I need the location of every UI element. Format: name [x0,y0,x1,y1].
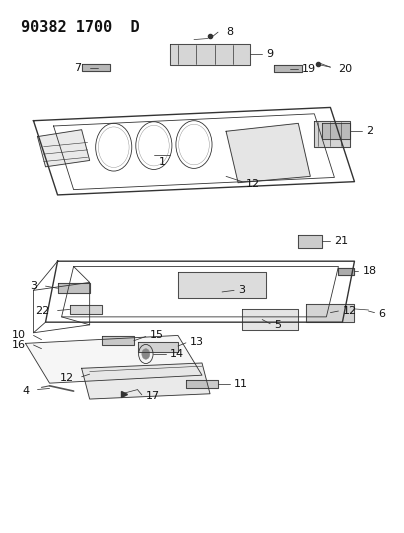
Text: 3: 3 [30,281,38,291]
Text: 13: 13 [190,337,204,347]
Text: 11: 11 [234,379,248,389]
Text: 19: 19 [302,64,316,74]
Polygon shape [38,130,90,167]
Polygon shape [69,305,102,314]
Text: 12: 12 [343,306,357,316]
Text: 10: 10 [11,330,25,341]
Text: 8: 8 [226,27,233,37]
Polygon shape [102,336,134,345]
Text: 14: 14 [170,349,184,359]
Polygon shape [242,309,298,330]
Polygon shape [82,64,110,71]
Polygon shape [226,123,310,183]
Polygon shape [25,335,202,383]
Polygon shape [322,123,350,139]
Text: 12: 12 [59,373,74,383]
Text: 7: 7 [74,63,82,72]
Polygon shape [339,268,354,275]
Text: 16: 16 [11,340,25,350]
Text: 15: 15 [150,330,164,341]
Text: 20: 20 [339,64,353,74]
Text: 6: 6 [379,309,385,319]
Polygon shape [274,65,302,72]
Polygon shape [186,381,218,389]
Text: 2: 2 [366,126,374,136]
Polygon shape [138,342,178,352]
Polygon shape [306,304,354,322]
Text: 3: 3 [238,285,245,295]
Polygon shape [314,120,350,147]
Text: 1: 1 [158,157,165,167]
Circle shape [142,349,150,359]
Polygon shape [298,235,322,248]
Text: 21: 21 [335,236,349,246]
Text: 5: 5 [274,320,281,330]
Polygon shape [57,284,90,293]
Polygon shape [82,363,210,399]
Text: 22: 22 [35,306,50,316]
Polygon shape [170,44,250,65]
Text: 9: 9 [266,50,274,59]
Text: 90382 1700  D: 90382 1700 D [21,20,140,35]
Text: 17: 17 [146,391,160,401]
Polygon shape [178,272,266,298]
Text: 4: 4 [22,385,29,395]
Text: 12: 12 [246,179,260,189]
Text: 18: 18 [362,266,377,276]
